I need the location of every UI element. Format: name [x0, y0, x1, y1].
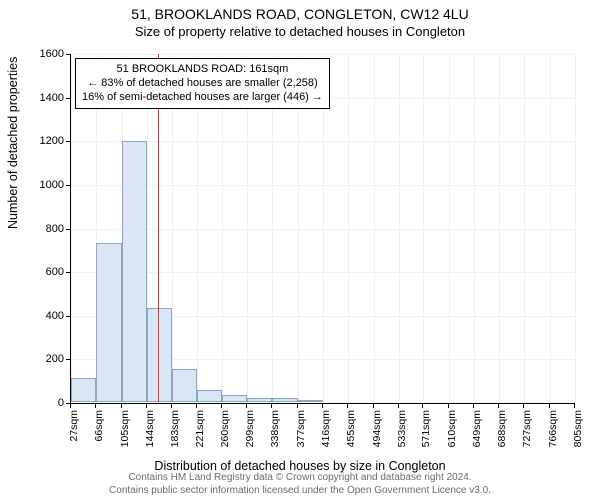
histogram-bar — [247, 398, 272, 402]
title-line2: Size of property relative to detached ho… — [0, 24, 600, 39]
y-axis-label: Number of detached properties — [6, 57, 20, 229]
x-tick-label: 27sqm — [68, 410, 80, 442]
y-tick-mark — [66, 54, 70, 55]
histogram-bar — [172, 369, 197, 402]
x-tick-mark — [523, 404, 524, 408]
x-tick-label: 377sqm — [295, 410, 307, 447]
y-tick-label: 1600 — [24, 48, 64, 60]
x-tick-mark — [196, 404, 197, 408]
footer-line-1: Contains HM Land Registry data © Crown c… — [0, 472, 600, 485]
x-tick-mark — [246, 404, 247, 408]
x-tick-mark — [398, 404, 399, 408]
x-tick-label: 494sqm — [371, 410, 383, 447]
y-tick-label: 400 — [24, 310, 64, 322]
x-axis-label: Distribution of detached houses by size … — [0, 459, 600, 473]
x-tick-mark — [574, 404, 575, 408]
y-tick-label: 1200 — [24, 135, 64, 147]
x-tick-mark — [498, 404, 499, 408]
x-tick-label: 105sqm — [119, 410, 131, 447]
x-tick-mark — [322, 404, 323, 408]
x-tick-label: 688sqm — [496, 410, 508, 447]
x-axis-label-text: Distribution of detached houses by size … — [154, 459, 445, 473]
annotation-line-1: 51 BROOKLANDS ROAD: 161sqm — [82, 63, 323, 77]
x-tick-label: 805sqm — [572, 410, 584, 447]
annotation-box: 51 BROOKLANDS ROAD: 161sqm ← 83% of deta… — [75, 58, 330, 109]
x-tick-label: 221sqm — [194, 410, 206, 447]
y-axis-label-text: Number of detached properties — [6, 57, 20, 229]
x-tick-label: 66sqm — [93, 410, 105, 442]
y-tick-label: 0 — [24, 397, 64, 409]
y-tick-mark — [66, 359, 70, 360]
x-tick-label: 260sqm — [219, 410, 231, 447]
footer: Contains HM Land Registry data © Crown c… — [0, 472, 600, 497]
y-tick-label: 800 — [24, 223, 64, 235]
histogram-bar — [222, 395, 247, 402]
x-tick-label: 183sqm — [169, 410, 181, 447]
histogram-bar — [122, 141, 147, 402]
x-tick-label: 766sqm — [547, 410, 559, 447]
y-tick-mark — [66, 272, 70, 273]
footer-line-2: Contains public sector information licen… — [0, 485, 600, 498]
x-tick-mark — [297, 404, 298, 408]
x-tick-label: 416sqm — [320, 410, 332, 447]
x-tick-mark — [146, 404, 147, 408]
x-tick-mark — [121, 404, 122, 408]
y-tick-label: 200 — [24, 353, 64, 365]
x-tick-mark — [70, 404, 71, 408]
title-line1: 51, BROOKLANDS ROAD, CONGLETON, CW12 4LU — [0, 6, 600, 22]
y-tick-mark — [66, 316, 70, 317]
y-tick-mark — [66, 141, 70, 142]
histogram-bar — [96, 243, 121, 402]
x-tick-label: 649sqm — [471, 410, 483, 447]
x-tick-mark — [549, 404, 550, 408]
gridline-v — [575, 54, 576, 402]
x-tick-label: 144sqm — [144, 410, 156, 447]
y-tick-label: 1000 — [24, 179, 64, 191]
histogram-bar — [197, 390, 222, 402]
y-tick-label: 1400 — [24, 92, 64, 104]
y-tick-mark — [66, 98, 70, 99]
gridline-h — [71, 54, 575, 55]
histogram-bar — [147, 308, 172, 402]
x-tick-label: 727sqm — [521, 410, 533, 447]
x-tick-mark — [448, 404, 449, 408]
x-tick-label: 571sqm — [420, 410, 432, 447]
y-tick-mark — [66, 403, 70, 404]
histogram-bar — [298, 400, 323, 402]
annotation-line-2: ← 83% of detached houses are smaller (2,… — [82, 77, 323, 91]
chart-container: 51, BROOKLANDS ROAD, CONGLETON, CW12 4LU… — [0, 0, 600, 500]
x-tick-mark — [95, 404, 96, 408]
x-tick-mark — [347, 404, 348, 408]
x-tick-mark — [221, 404, 222, 408]
x-tick-mark — [473, 404, 474, 408]
x-tick-mark — [422, 404, 423, 408]
y-tick-mark — [66, 229, 70, 230]
x-tick-label: 338sqm — [269, 410, 281, 447]
histogram-bar — [272, 398, 297, 402]
x-tick-mark — [171, 404, 172, 408]
x-tick-label: 455sqm — [345, 410, 357, 447]
x-tick-mark — [373, 404, 374, 408]
title-block: 51, BROOKLANDS ROAD, CONGLETON, CW12 4LU… — [0, 0, 600, 39]
plot-area: 51 BROOKLANDS ROAD: 161sqm ← 83% of deta… — [70, 54, 575, 404]
x-tick-label: 533sqm — [396, 410, 408, 447]
x-tick-label: 299sqm — [244, 410, 256, 447]
x-tick-mark — [271, 404, 272, 408]
annotation-line-3: 16% of semi-detached houses are larger (… — [82, 91, 323, 105]
y-tick-mark — [66, 185, 70, 186]
y-tick-label: 600 — [24, 266, 64, 278]
x-tick-label: 610sqm — [446, 410, 458, 447]
histogram-bar — [71, 378, 96, 402]
